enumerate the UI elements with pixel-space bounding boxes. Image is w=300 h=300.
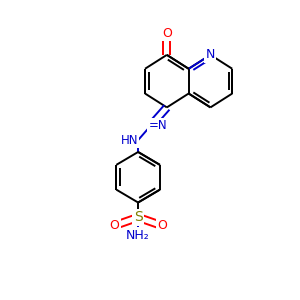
Text: O: O <box>110 219 119 232</box>
Text: O: O <box>157 219 167 232</box>
Text: N: N <box>206 48 215 62</box>
Text: O: O <box>162 27 172 40</box>
Text: =N: =N <box>148 119 167 132</box>
Text: HN: HN <box>120 134 138 147</box>
Text: NH₂: NH₂ <box>126 229 150 242</box>
Text: S: S <box>134 210 142 224</box>
